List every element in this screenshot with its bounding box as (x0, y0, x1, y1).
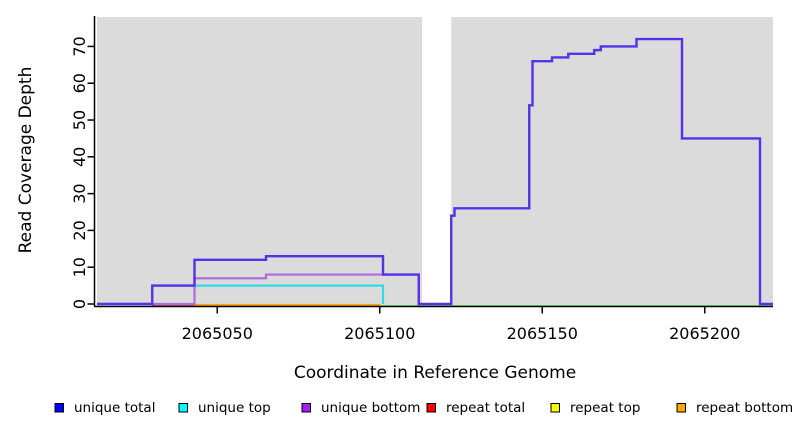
x-tick-label: 2065150 (507, 324, 578, 343)
legend-item-unique-bottom: unique bottom (301, 400, 420, 416)
series-lines (97, 37, 773, 307)
legend-label-unique-top: unique top (198, 400, 271, 416)
x-tick-label: 2065050 (182, 324, 253, 343)
y-tick-label: 30 (70, 183, 89, 203)
x-axis-title: Coordinate in Reference Genome (294, 363, 576, 383)
y-tick-label: 60 (70, 73, 89, 93)
legend-swatch-unique-total (54, 403, 64, 413)
y-tick-label: 20 (70, 220, 89, 240)
legend-label-repeat-top: repeat top (570, 400, 640, 416)
y-tick-label: 50 (70, 110, 89, 130)
legend-item-repeat-top: repeat top (550, 400, 640, 416)
legend: unique total unique top unique bottom re… (54, 400, 792, 416)
series-unique-top (152, 284, 385, 304)
coverage-gap (422, 17, 452, 304)
legend-swatch-repeat-total (426, 403, 436, 413)
y-axis-title: Read Coverage Depth (16, 67, 36, 254)
legend-swatch-unique-top (178, 403, 188, 413)
legend-label-unique-bottom: unique bottom (321, 400, 420, 416)
y-tick-label: 0 (70, 299, 89, 309)
legend-label-repeat-total: repeat total (446, 400, 525, 416)
legend-swatch-repeat-top (550, 403, 560, 413)
legend-label-unique-total: unique total (74, 400, 155, 416)
legend-swatch-repeat-bottom (676, 403, 686, 413)
y-tick-label: 10 (70, 257, 89, 277)
series-unique-total (97, 37, 773, 306)
legend-item-repeat-bottom: repeat bottom (676, 400, 792, 416)
x-tick-label: 2065200 (669, 324, 740, 343)
y-axis-ticks: 0 10 20 30 40 50 60 70 (70, 36, 95, 309)
legend-swatch-unique-bottom (301, 403, 311, 413)
legend-label-repeat-bottom: repeat bottom (696, 400, 792, 416)
x-tick-label: 2065100 (344, 324, 415, 343)
legend-item-unique-total: unique total (54, 400, 155, 416)
x-axis-ticks: 2065050 2065100 2065150 2065200 (182, 307, 740, 343)
legend-item-repeat-total: repeat total (426, 400, 525, 416)
y-tick-label: 40 (70, 147, 89, 167)
legend-item-unique-top: unique top (178, 400, 271, 416)
y-tick-label: 70 (70, 36, 89, 56)
